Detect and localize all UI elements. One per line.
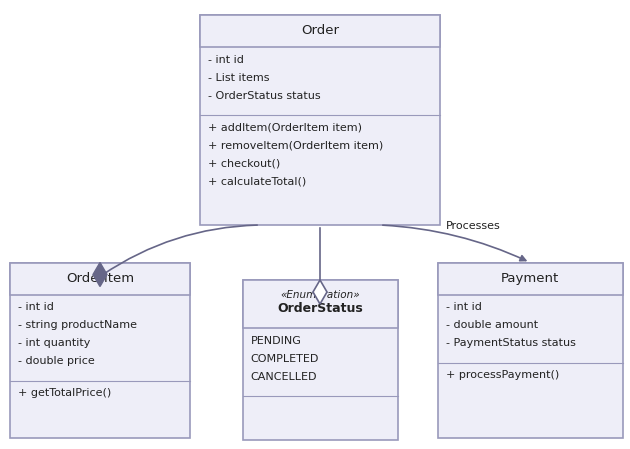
Text: - double price: - double price bbox=[18, 357, 94, 366]
FancyArrowPatch shape bbox=[383, 225, 526, 261]
Text: - int id: - int id bbox=[208, 55, 244, 65]
Text: «Enumeration»: «Enumeration» bbox=[280, 290, 360, 300]
Text: + addItem(OrderItem item): + addItem(OrderItem item) bbox=[208, 123, 362, 133]
Bar bbox=[200, 15, 440, 225]
Text: + getTotalPrice(): + getTotalPrice() bbox=[18, 388, 112, 399]
Bar bbox=[243, 280, 398, 440]
Polygon shape bbox=[93, 263, 107, 286]
Text: + calculateTotal(): + calculateTotal() bbox=[208, 177, 306, 187]
Text: + checkout(): + checkout() bbox=[208, 159, 280, 169]
Bar bbox=[10, 263, 190, 295]
Bar bbox=[437, 263, 622, 437]
Text: COMPLETED: COMPLETED bbox=[251, 354, 319, 364]
Text: Order: Order bbox=[301, 25, 339, 38]
Text: Processes: Processes bbox=[445, 221, 500, 231]
FancyArrowPatch shape bbox=[102, 225, 257, 275]
Bar bbox=[243, 280, 398, 328]
Text: PENDING: PENDING bbox=[251, 336, 301, 346]
Text: Payment: Payment bbox=[501, 272, 559, 285]
Text: - PaymentStatus status: - PaymentStatus status bbox=[445, 339, 575, 348]
Text: + removeItem(OrderItem item): + removeItem(OrderItem item) bbox=[208, 141, 383, 151]
Text: + processPayment(): + processPayment() bbox=[445, 370, 559, 380]
Text: CANCELLED: CANCELLED bbox=[251, 372, 317, 382]
Bar bbox=[437, 263, 622, 295]
Bar bbox=[200, 15, 440, 47]
Text: - List items: - List items bbox=[208, 73, 270, 83]
Text: - int id: - int id bbox=[445, 303, 481, 313]
Text: - double amount: - double amount bbox=[445, 321, 537, 330]
Polygon shape bbox=[313, 280, 327, 304]
Text: - int quantity: - int quantity bbox=[18, 339, 90, 348]
Bar bbox=[10, 263, 190, 437]
Text: OrderItem: OrderItem bbox=[66, 272, 134, 285]
Text: - int id: - int id bbox=[18, 303, 54, 313]
Text: - OrderStatus status: - OrderStatus status bbox=[208, 91, 321, 101]
Text: - string productName: - string productName bbox=[18, 321, 137, 330]
Text: OrderStatus: OrderStatus bbox=[277, 302, 363, 315]
